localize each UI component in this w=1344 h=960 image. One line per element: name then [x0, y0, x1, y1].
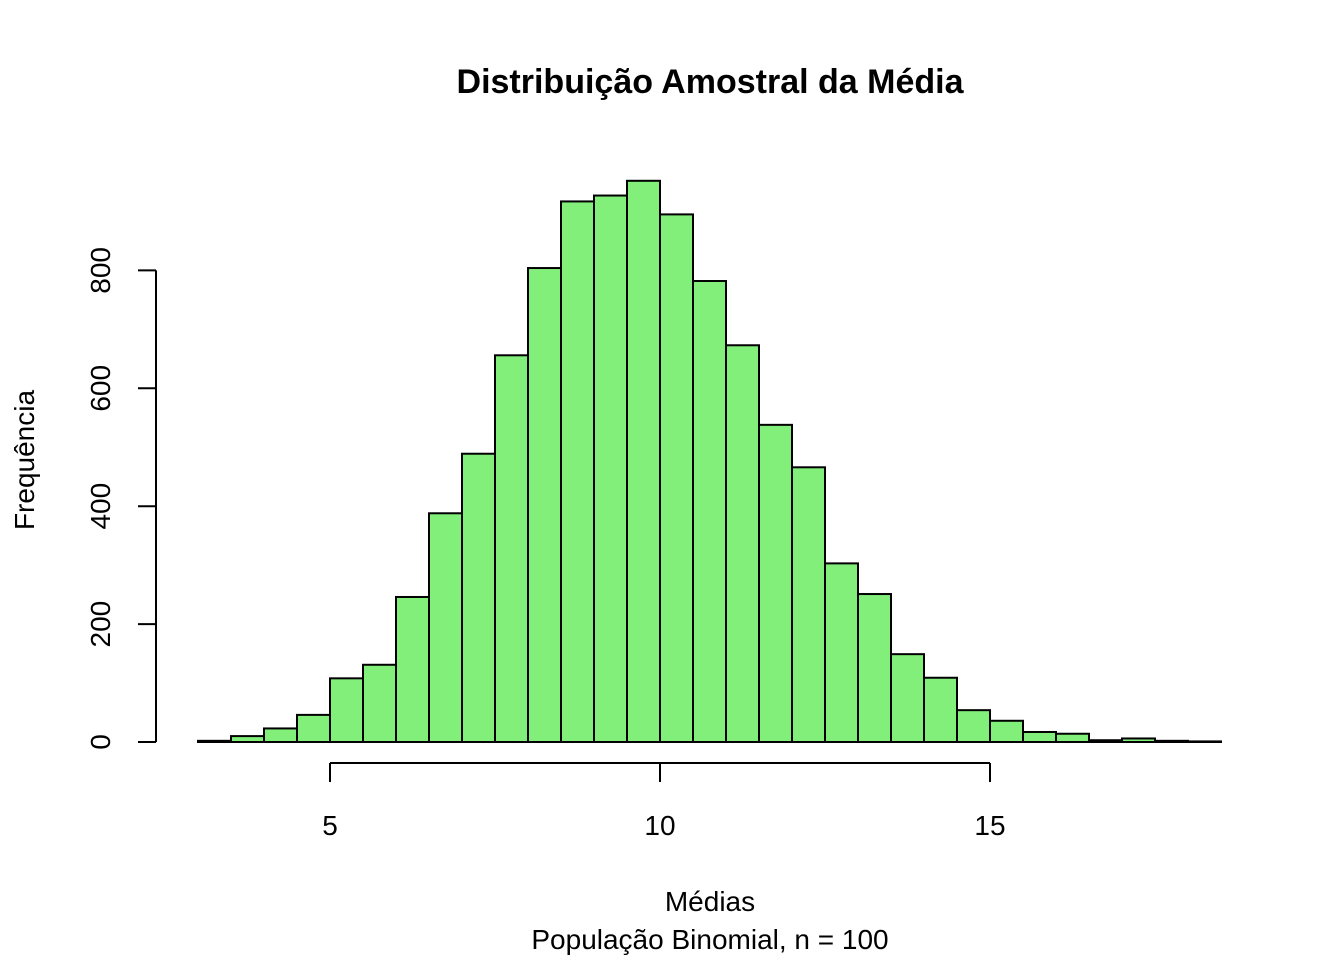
y-axis: 0 200 400 600 800	[85, 247, 157, 750]
histogram-bar	[428, 512, 463, 743]
histogram-bar	[197, 739, 232, 743]
histogram-bar	[527, 267, 562, 743]
y-tick-label: 600	[85, 365, 116, 412]
histogram-bar	[560, 200, 595, 743]
histogram-bar	[956, 709, 991, 743]
histogram-bar	[1121, 737, 1156, 744]
histogram-bar	[461, 452, 496, 743]
histogram-bar	[791, 466, 826, 743]
histogram-bar	[230, 735, 265, 743]
histogram-bar	[593, 194, 628, 743]
histogram-bar	[263, 727, 298, 744]
x-axis: 5 10 15	[322, 762, 1006, 841]
histogram-bar	[989, 719, 1024, 744]
histogram-bar	[758, 423, 793, 743]
histogram-bar	[659, 213, 694, 743]
y-tick-label: 200	[85, 601, 116, 648]
x-axis-label: Médias	[665, 886, 755, 917]
histogram-bar	[1022, 730, 1057, 744]
x-tick-label: 15	[974, 810, 1005, 841]
histogram-bar	[1055, 732, 1090, 744]
y-axis-label: Frequência	[9, 390, 40, 531]
histogram-bar	[494, 354, 529, 743]
histogram-bar	[923, 676, 958, 744]
histogram-bar	[362, 663, 397, 744]
histogram-bar	[1088, 739, 1123, 744]
histogram-bar	[395, 595, 430, 743]
histogram-bar	[1187, 740, 1222, 744]
y-tick-label: 800	[85, 247, 116, 294]
histogram-bar	[692, 280, 727, 743]
histogram-bar	[890, 653, 925, 743]
x-tick-label: 5	[322, 810, 338, 841]
histogram-bar	[824, 562, 859, 743]
histogram-bar	[1154, 739, 1189, 743]
x-tick-label: 10	[644, 810, 675, 841]
y-tick-label: 400	[85, 483, 116, 530]
histogram-bar	[296, 713, 331, 743]
histogram-bar	[626, 179, 661, 743]
histogram-bar	[725, 344, 760, 743]
x-axis-subtitle: População Binomial, n = 100	[531, 924, 888, 955]
histogram-bar	[857, 593, 892, 744]
bars-group	[197, 179, 1222, 744]
histogram-bar	[329, 677, 364, 743]
y-tick-label: 0	[85, 734, 116, 750]
chart-title: Distribuição Amostral da Média	[457, 63, 965, 101]
